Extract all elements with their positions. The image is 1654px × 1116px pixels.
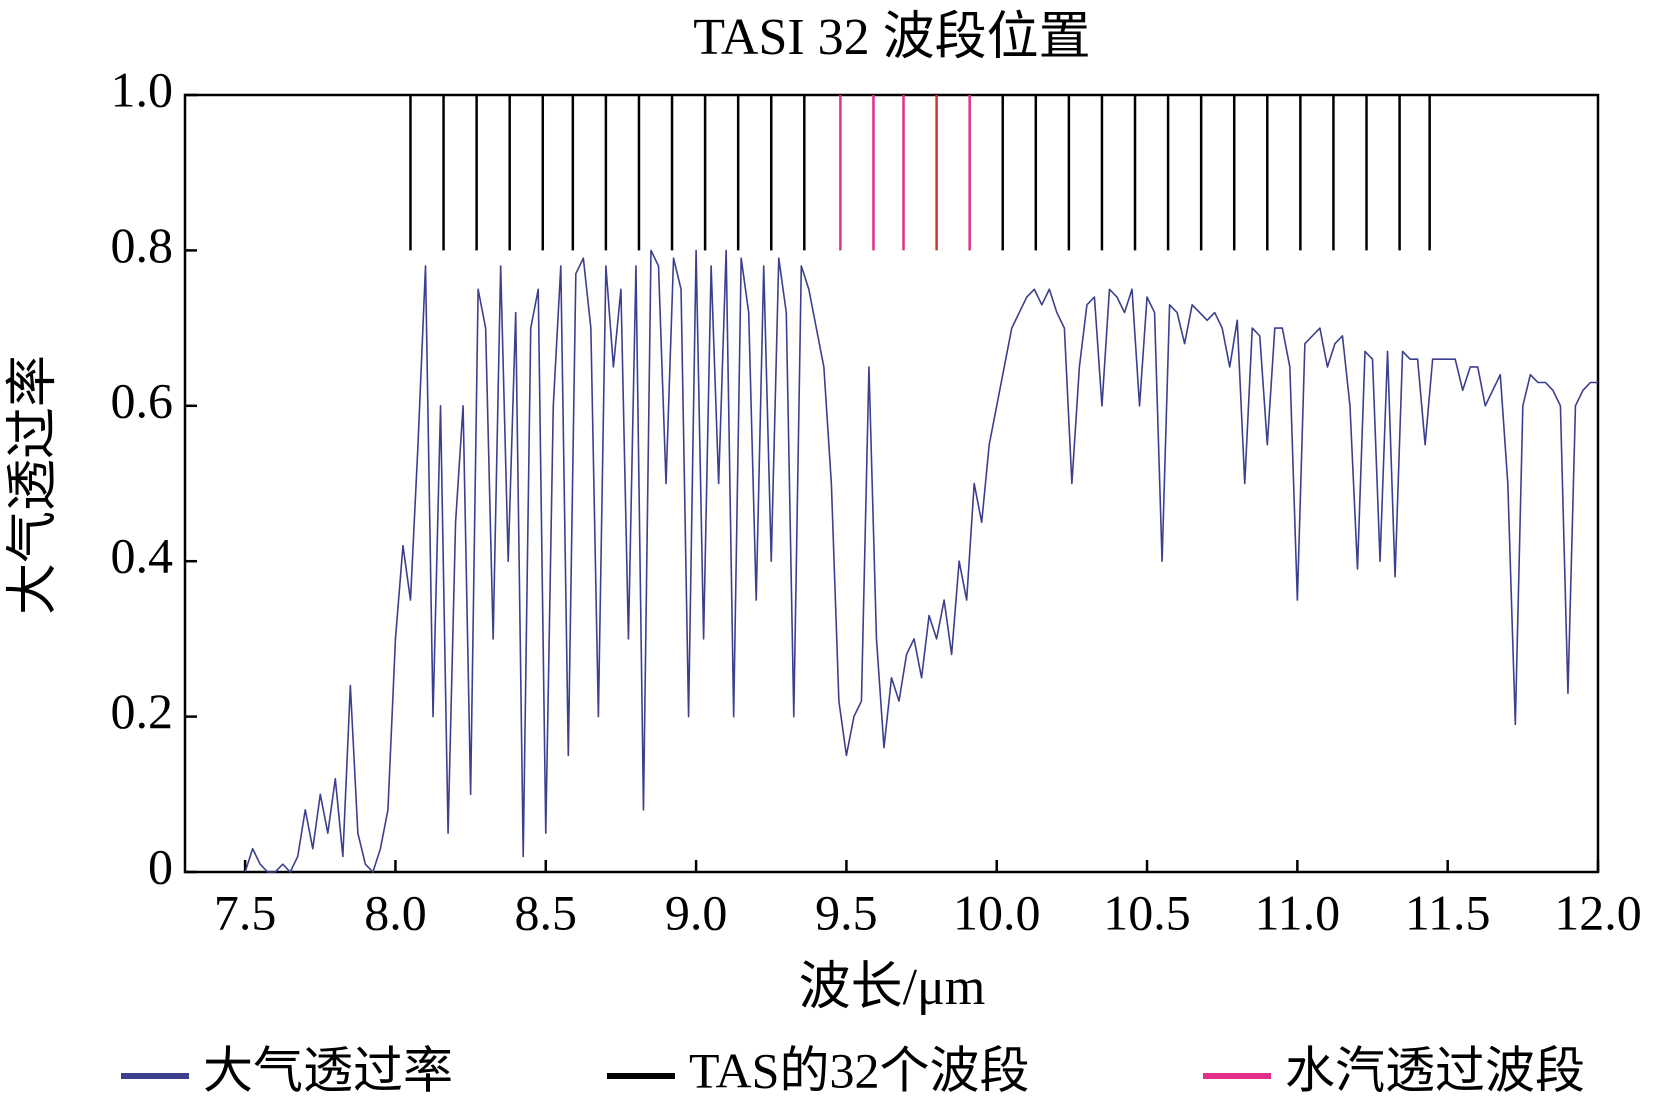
x-tick-label: 11.5 <box>1405 884 1491 940</box>
x-tick-label: 8.0 <box>364 884 427 940</box>
y-tick-label: 0 <box>148 838 173 894</box>
x-tick-label: 10.5 <box>1103 884 1191 940</box>
y-tick-label: 0.8 <box>111 217 174 273</box>
x-tick-label: 8.5 <box>515 884 578 940</box>
x-tick-label: 9.0 <box>665 884 728 940</box>
plot-frame <box>183 93 1600 874</box>
y-tick-label: 1.0 <box>111 61 174 117</box>
legend-label: 大气透过率 <box>203 1042 453 1098</box>
y-tick-label: 0.6 <box>111 372 174 428</box>
chart-title: TASI 32 波段位置 <box>693 9 1090 66</box>
y-tick-label: 0.2 <box>111 683 174 739</box>
x-tick-label: 12.0 <box>1554 884 1642 940</box>
legend-label: TAS的32个波段 <box>689 1042 1029 1098</box>
y-tick-label: 0.4 <box>111 528 174 584</box>
x-tick-label: 10.0 <box>953 884 1041 940</box>
x-tick-label: 7.5 <box>214 884 277 940</box>
transmittance-line <box>244 249 1598 873</box>
y-axis-label: 大气透过率 <box>5 355 62 615</box>
legend-label: 水汽透过波段 <box>1285 1042 1585 1098</box>
x-tick-label: 11.0 <box>1255 884 1341 940</box>
x-axis-label: 波长/μm <box>799 959 986 1016</box>
x-tick-label: 9.5 <box>815 884 878 940</box>
